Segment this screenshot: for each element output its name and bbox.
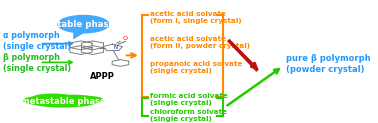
Ellipse shape [31, 93, 75, 103]
Text: N: N [113, 45, 118, 50]
Text: propanoic acid solvate
(single crystal): propanoic acid solvate (single crystal) [150, 61, 243, 74]
Text: α polymorph
(single crystal): α polymorph (single crystal) [3, 31, 71, 51]
Text: O: O [123, 36, 128, 41]
Ellipse shape [23, 96, 56, 105]
Text: pure β polymorph
(powder crystal): pure β polymorph (powder crystal) [286, 54, 370, 74]
Ellipse shape [57, 15, 110, 34]
Text: chloroform solvate
(single crystal): chloroform solvate (single crystal) [150, 109, 227, 122]
Text: acetic acid solvate
(form I, single crystal): acetic acid solvate (form I, single crys… [150, 11, 242, 24]
Text: metastable phase: metastable phase [21, 97, 105, 106]
Text: formic acid solvate
(single crystal): formic acid solvate (single crystal) [150, 93, 228, 107]
Ellipse shape [51, 95, 95, 103]
Ellipse shape [70, 96, 104, 104]
Text: β polymorph
(single crystal): β polymorph (single crystal) [3, 53, 71, 73]
Polygon shape [73, 32, 85, 39]
Text: acetic acid solvate
(form II, powder crystal): acetic acid solvate (form II, powder cry… [150, 37, 250, 49]
Text: stable phase: stable phase [52, 20, 115, 29]
Ellipse shape [29, 96, 97, 108]
Text: APPP: APPP [90, 72, 115, 81]
